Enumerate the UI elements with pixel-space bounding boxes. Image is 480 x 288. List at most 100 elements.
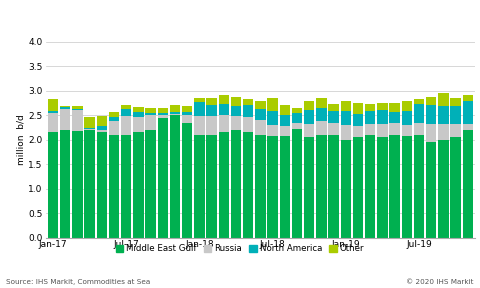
Bar — [377, 124, 388, 137]
Bar — [206, 98, 217, 105]
Bar — [170, 115, 180, 238]
Bar — [48, 98, 58, 111]
Bar — [206, 135, 217, 238]
Bar — [280, 105, 290, 115]
Bar — [438, 106, 449, 124]
Bar — [243, 98, 253, 105]
Bar — [451, 106, 461, 124]
Bar — [316, 108, 326, 121]
Bar — [157, 108, 168, 113]
Y-axis label: million  b/d: million b/d — [17, 114, 25, 165]
Bar — [316, 98, 326, 108]
Bar — [194, 103, 204, 116]
Bar — [414, 135, 424, 238]
Bar — [328, 123, 339, 135]
Bar — [389, 123, 400, 135]
Bar — [365, 135, 375, 238]
Bar — [280, 115, 290, 126]
Bar — [218, 132, 229, 238]
Bar — [353, 126, 363, 137]
Bar — [304, 101, 314, 110]
Text: Source: IHS Markit, Commodities at Sea: Source: IHS Markit, Commodities at Sea — [6, 278, 151, 285]
Bar — [328, 111, 339, 123]
Bar — [96, 132, 107, 238]
Bar — [182, 123, 192, 238]
Bar — [60, 107, 70, 109]
Bar — [389, 135, 400, 238]
Bar — [267, 98, 278, 111]
Bar — [231, 130, 241, 238]
Text: Korean Crude Oil Imports by Origin: Korean Crude Oil Imports by Origin — [6, 14, 270, 27]
Bar — [402, 101, 412, 111]
Bar — [194, 135, 204, 238]
Bar — [121, 135, 132, 238]
Bar — [206, 116, 217, 135]
Bar — [157, 118, 168, 238]
Bar — [463, 101, 473, 124]
Bar — [218, 115, 229, 132]
Bar — [426, 142, 436, 238]
Bar — [243, 132, 253, 238]
Bar — [231, 97, 241, 106]
Bar — [267, 125, 278, 136]
Bar — [438, 140, 449, 238]
Bar — [182, 112, 192, 115]
Bar — [72, 131, 83, 238]
Bar — [218, 104, 229, 115]
Bar — [389, 103, 400, 112]
Bar — [182, 115, 192, 123]
Bar — [341, 125, 351, 140]
Bar — [109, 117, 119, 121]
Bar — [292, 113, 302, 123]
Bar — [145, 130, 156, 238]
Bar — [438, 93, 449, 106]
Bar — [463, 124, 473, 130]
Bar — [255, 120, 265, 135]
Bar — [341, 111, 351, 125]
Bar — [231, 106, 241, 116]
Bar — [84, 117, 95, 128]
Bar — [463, 130, 473, 238]
Bar — [170, 114, 180, 115]
Bar — [451, 124, 461, 137]
Bar — [48, 111, 58, 113]
Bar — [60, 130, 70, 238]
Bar — [341, 140, 351, 238]
Bar — [145, 108, 156, 113]
Bar — [414, 104, 424, 123]
Bar — [402, 111, 412, 125]
Bar — [84, 130, 95, 238]
Bar — [133, 132, 144, 238]
Bar — [133, 112, 144, 117]
Bar — [96, 116, 107, 126]
Bar — [84, 128, 95, 129]
Bar — [365, 105, 375, 111]
Bar — [451, 137, 461, 238]
Bar — [426, 124, 436, 142]
Bar — [133, 117, 144, 132]
Bar — [255, 109, 265, 120]
Bar — [292, 123, 302, 129]
Bar — [194, 98, 204, 103]
Bar — [109, 121, 119, 135]
Bar — [109, 112, 119, 117]
Bar — [438, 124, 449, 140]
Bar — [463, 95, 473, 101]
Bar — [255, 135, 265, 238]
Bar — [377, 110, 388, 124]
Bar — [133, 107, 144, 112]
Bar — [109, 135, 119, 238]
Bar — [426, 105, 436, 124]
Text: © 2020 IHS Markit: © 2020 IHS Markit — [406, 278, 474, 285]
Bar — [451, 98, 461, 106]
Bar — [243, 105, 253, 117]
Bar — [255, 101, 265, 109]
Bar — [121, 105, 132, 109]
Bar — [328, 135, 339, 238]
Bar — [60, 106, 70, 107]
Bar — [157, 115, 168, 118]
Bar — [292, 108, 302, 113]
Bar — [72, 106, 83, 109]
Bar — [280, 126, 290, 136]
Legend: Middle East Gulf, Russia, North America, Other: Middle East Gulf, Russia, North America,… — [116, 245, 364, 253]
